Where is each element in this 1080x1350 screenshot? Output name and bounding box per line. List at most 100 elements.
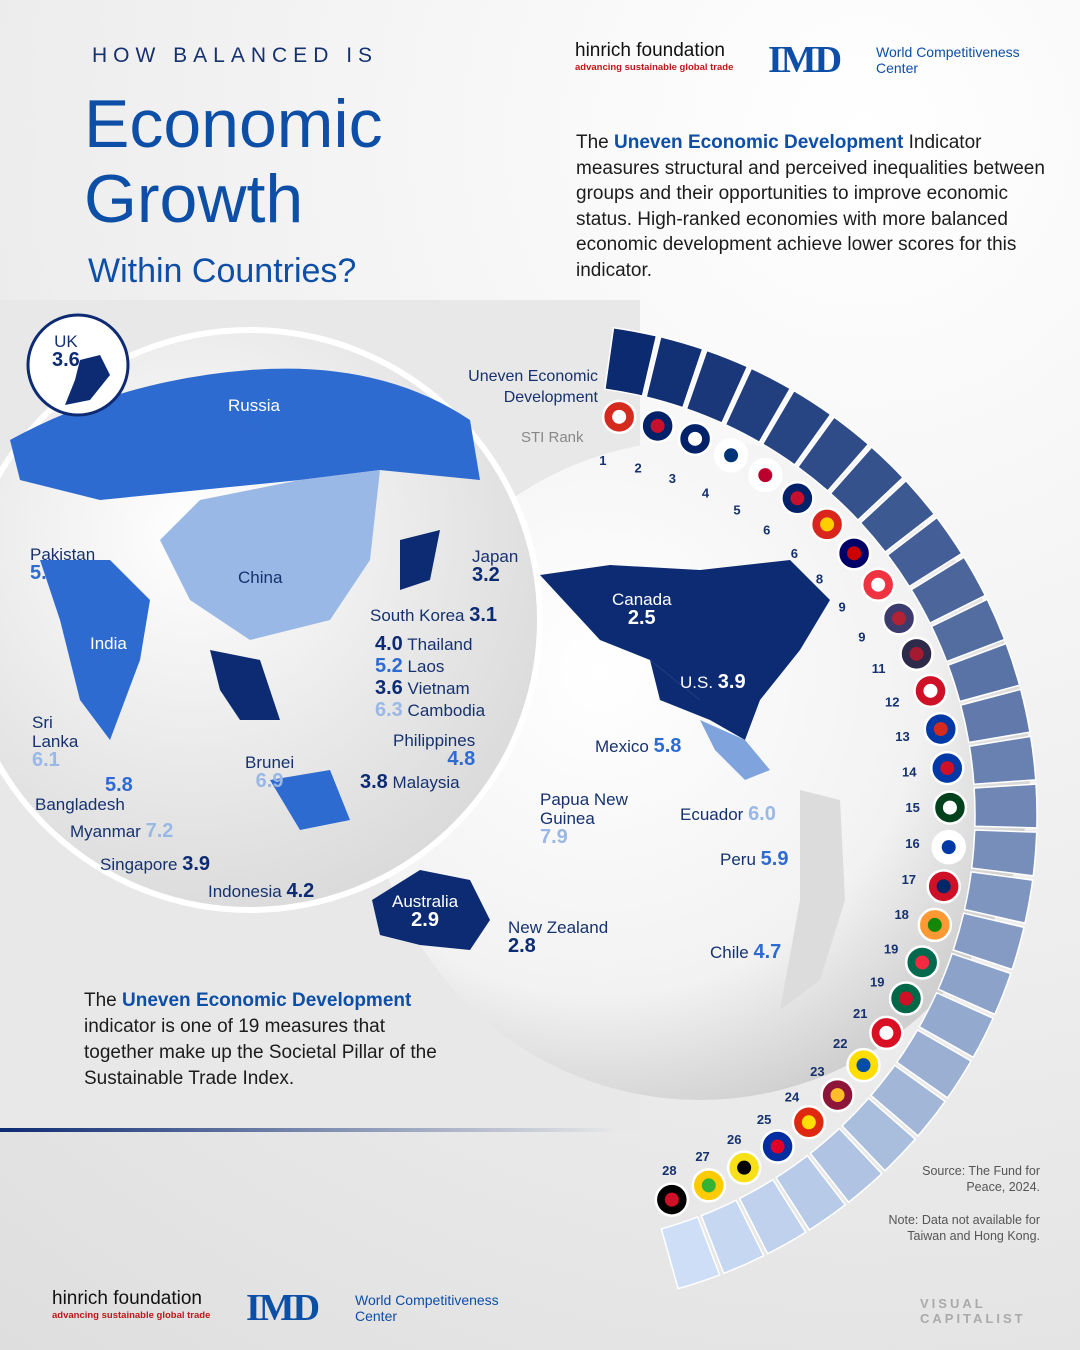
flag-emblem [899, 991, 914, 1006]
imd-text: World Competitiveness Center [876, 44, 1020, 76]
flag-emblem [941, 840, 956, 855]
imd-logo: IMD [246, 1287, 320, 1329]
subtitle: Within Countries? [88, 252, 357, 290]
kicker: HOW BALANCED IS [92, 44, 379, 67]
country-name: Malaysia [392, 773, 460, 792]
rank-bar [775, 1154, 847, 1231]
country-label: Chile 4.7 [710, 941, 782, 963]
rank-label: 6 [791, 546, 798, 561]
imd-line: World Competitiveness [876, 44, 1020, 60]
flag-emblem [856, 1058, 871, 1073]
imd-logo: IMD [768, 39, 842, 81]
country-name: Bangladesh [35, 795, 125, 814]
country-name: Singapore [100, 855, 178, 874]
rank-label: 1 [599, 453, 606, 468]
rank-label: 28 [662, 1163, 676, 1178]
country-label: Myanmar 7.2 [70, 821, 173, 841]
australia-land [372, 870, 490, 950]
country-score: 4.0 [375, 633, 403, 655]
rank-bar [645, 335, 704, 409]
country-name: Japan [472, 547, 519, 566]
rank-label: 23 [810, 1064, 824, 1079]
country-score: 2.5 [627, 607, 656, 629]
country-name: Russia [228, 396, 280, 415]
country-score: 3.2 [472, 564, 500, 586]
borneo [270, 770, 350, 830]
title: Growth [84, 161, 304, 237]
mainland-sea [210, 650, 280, 720]
rank-bar [761, 389, 832, 466]
japan-land [400, 530, 440, 590]
country-score: 3.9 [182, 853, 211, 875]
country-label: Pakistan 5.0 [30, 545, 95, 583]
country-label: 5.8 Bangladesh [35, 775, 133, 814]
north-america [540, 560, 830, 700]
flag-emblem [701, 1178, 716, 1193]
rank-bar [724, 367, 792, 444]
logo-tagline: advancing sustainable global trade [575, 62, 734, 73]
flag-emblem [688, 431, 703, 446]
rank-label: 22 [833, 1036, 847, 1051]
country-name: Pakistan [30, 545, 96, 564]
note-text: indicator is one of 19 measures that tog… [84, 1016, 437, 1089]
country-score: 3.8 [360, 771, 388, 793]
country-label: 6.3 Cambodia [375, 700, 485, 720]
country-score: 3.6 [375, 677, 403, 699]
country-name: Mexico [595, 737, 649, 756]
country-score: 4.7 [753, 941, 782, 963]
flag-emblem [790, 491, 805, 506]
country-label: South Korea 3.1 [370, 604, 498, 626]
rank-label: 25 [757, 1112, 771, 1127]
flag-emblem [770, 1139, 785, 1154]
country-score: 4.8 [447, 748, 476, 770]
rank-label: 26 [727, 1132, 741, 1147]
rank-label: 9 [839, 599, 846, 614]
imd-line: Center [876, 60, 919, 76]
country-score: 2.9 [411, 909, 439, 931]
intro-text: Indicator measures structural and percei… [576, 132, 1045, 281]
country-name: Australia [392, 892, 459, 911]
flag-emblem [830, 1088, 845, 1103]
country-score: 5.8 [653, 735, 682, 757]
logo-text: hinrich foundation [52, 1288, 202, 1309]
flag-emblem [801, 1115, 816, 1130]
flag-emblem [847, 546, 862, 561]
country-name: Brunei [245, 753, 295, 772]
rank-bar [947, 642, 1021, 703]
rank-bar [738, 1178, 807, 1255]
country-score: 7.9 [540, 826, 568, 848]
rank-label: 14 [902, 764, 917, 779]
country-label: Papua New Guinea 7.9 [540, 790, 660, 847]
country-label: Ecuador 6.0 [680, 804, 776, 824]
country-score: 6.9 [255, 770, 284, 792]
rank-label: 11 [872, 661, 886, 676]
country-label: 4.0 Thailand [375, 633, 472, 655]
rank-label: 19 [870, 975, 884, 990]
country-name: U.S. [680, 673, 714, 692]
country-name: India [90, 634, 127, 653]
country-name: China [238, 568, 283, 587]
rank-label: 21 [853, 1006, 867, 1021]
flag-emblem [871, 577, 886, 592]
country-score: 5.7 [94, 651, 123, 673]
rank-label: 13 [895, 729, 909, 744]
rank-label: 3 [669, 471, 676, 486]
flag-emblem [936, 879, 951, 894]
country-label: Canada 2.5 [612, 590, 672, 628]
country-label: Philippines 4.8 [393, 731, 475, 769]
rank-label: 27 [695, 1149, 709, 1164]
rank-bar [660, 1216, 721, 1290]
rank-label: 15 [905, 800, 919, 815]
country-label: Mexico 5.8 [595, 735, 682, 757]
flag-emblem [940, 761, 955, 776]
intro-highlight: Uneven Economic Development [614, 132, 904, 153]
title: Economic [84, 86, 383, 162]
country-name: Indonesia [208, 882, 282, 901]
rank-bar [970, 829, 1038, 877]
country-label: India 5.7 [90, 634, 127, 672]
country-score: 3.1 [469, 604, 498, 626]
country-score: 6.2 [246, 585, 275, 607]
country-label: Peru 5.9 [720, 849, 788, 869]
country-label: Japan 3.2 [472, 547, 518, 585]
